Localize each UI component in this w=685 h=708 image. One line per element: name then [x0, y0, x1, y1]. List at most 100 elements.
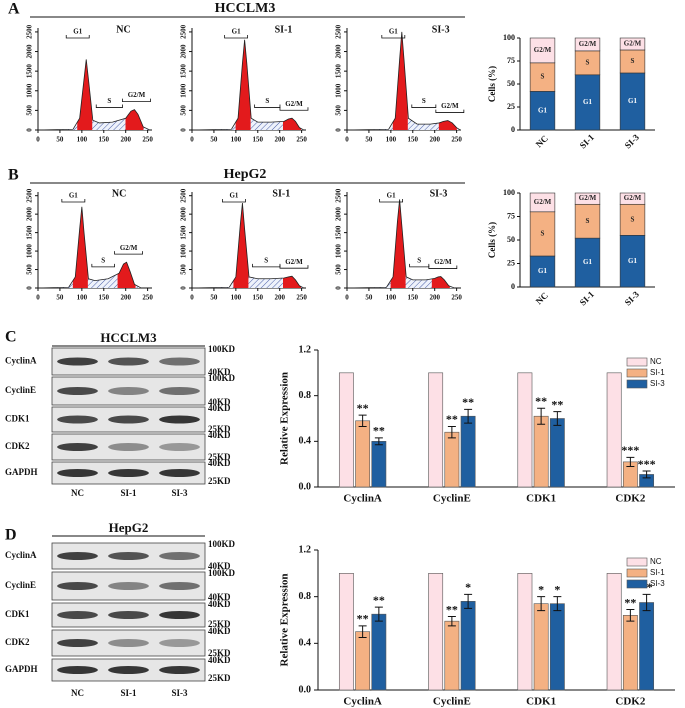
- y-tick-label: 500: [180, 264, 188, 275]
- significance: **: [373, 593, 385, 607]
- bar-segment: [529, 91, 556, 131]
- y-tick-label: 0.4: [299, 638, 312, 649]
- error-bar: [358, 414, 367, 427]
- bar-segment: [619, 72, 646, 131]
- segment-label: S: [631, 215, 635, 223]
- x-tick-label: SI-3: [623, 132, 642, 151]
- significance: **: [535, 394, 547, 408]
- peak-fill: [117, 262, 136, 288]
- bar-segment: [574, 203, 601, 239]
- lane-label: NC: [71, 688, 84, 698]
- segment-label: G2/M: [579, 194, 597, 202]
- gate: [254, 104, 281, 108]
- error-bar: [374, 606, 383, 622]
- marker-label: 40KD: [208, 403, 231, 413]
- error-bar: [537, 407, 546, 425]
- y-tick-label: 75: [507, 211, 515, 220]
- gate: [224, 35, 249, 39]
- gate-label: G2/M: [441, 102, 459, 110]
- error-bar: [447, 425, 456, 439]
- gate-label: G1: [389, 28, 398, 36]
- gate-label: G1: [387, 192, 396, 200]
- gate: [61, 199, 86, 203]
- x-tick-label: CyclinA: [343, 493, 382, 505]
- marker-label: 40KD: [208, 592, 231, 602]
- y-tick-label: 500: [26, 264, 34, 275]
- bar: [622, 615, 638, 691]
- bar: [533, 603, 549, 691]
- x-tick-label: 150: [408, 136, 419, 144]
- segment-label: S: [586, 217, 590, 225]
- y-axis-label: Cells (%): [487, 222, 497, 258]
- x-tick-label: 250: [451, 136, 462, 144]
- gate-label: G1: [73, 28, 82, 36]
- y-tick-label: 1.2: [299, 344, 312, 355]
- bar-segment: [529, 37, 556, 64]
- y-tick-label: 0: [511, 282, 515, 291]
- gate-label: G2/M: [285, 258, 303, 266]
- y-tick-label: 500: [335, 264, 343, 275]
- histogram: [191, 39, 304, 131]
- y-tick-label: 1000: [335, 244, 343, 258]
- legend-swatch: [626, 357, 648, 367]
- x-tick-label: SI-1: [578, 289, 597, 308]
- plot-title: SI-3: [432, 24, 450, 35]
- panel-title: HCCLM3: [215, 1, 276, 16]
- y-tick-label: 50: [507, 235, 515, 244]
- plot-title: SI-1: [272, 188, 290, 199]
- band: [57, 387, 98, 395]
- x-tick-label: 250: [296, 294, 307, 302]
- bar: [460, 415, 476, 488]
- bar-segment: [529, 192, 556, 213]
- y-tick-label: 0: [180, 128, 188, 132]
- band: [57, 666, 98, 674]
- y-tick-label: 25: [507, 102, 515, 111]
- significance: **: [446, 602, 458, 616]
- lane-label: NC: [71, 488, 84, 498]
- gate: [91, 263, 115, 268]
- y-tick-label: 1.2: [299, 544, 312, 555]
- x-tick-label: 0: [345, 294, 349, 302]
- x-tick-label: 150: [408, 294, 419, 302]
- peak-fill: [438, 120, 457, 130]
- band: [159, 666, 200, 674]
- bar: [533, 415, 549, 488]
- significance: **: [357, 612, 369, 626]
- bar: [460, 601, 476, 691]
- y-tick-label: 1000: [335, 83, 343, 98]
- band: [57, 611, 98, 619]
- x-tick-label: CyclinE: [433, 696, 471, 708]
- gate: [95, 104, 123, 108]
- x-tick-label: 100: [386, 294, 397, 302]
- y-tick-label: 2000: [26, 44, 34, 59]
- gate-label: G1: [232, 28, 241, 36]
- gate-label: G2/M: [285, 100, 303, 108]
- protein-label: CDK1: [5, 414, 30, 424]
- peak-fill: [233, 203, 249, 288]
- x-tick-label: 150: [99, 294, 110, 302]
- bar: [371, 613, 387, 691]
- protein-label: CDK2: [5, 441, 30, 451]
- segment-label: G1: [538, 267, 547, 275]
- bar: [606, 372, 622, 488]
- bar: [639, 602, 655, 691]
- segment-label: G2/M: [624, 40, 642, 48]
- y-tick-label: 2500: [335, 188, 343, 203]
- y-tick-label: 2000: [335, 44, 343, 59]
- x-tick-label: 50: [365, 294, 373, 302]
- bar: [428, 372, 444, 488]
- y-tick-label: 0.0: [299, 481, 312, 492]
- gate: [381, 35, 406, 39]
- segment-label: G2/M: [534, 46, 552, 54]
- segment-label: G1: [583, 98, 592, 106]
- x-tick-label: 100: [77, 136, 88, 144]
- y-tick-label: 100: [503, 33, 515, 42]
- significance: ***: [638, 457, 656, 471]
- peak-fill: [431, 276, 450, 288]
- significance: ***: [621, 443, 639, 457]
- y-tick-label: 500: [180, 105, 188, 116]
- x-tick-label: 150: [253, 136, 264, 144]
- plot-title: SI-1: [275, 24, 293, 35]
- x-tick-label: 200: [274, 294, 285, 302]
- blot-title: HCCLM3: [100, 330, 157, 345]
